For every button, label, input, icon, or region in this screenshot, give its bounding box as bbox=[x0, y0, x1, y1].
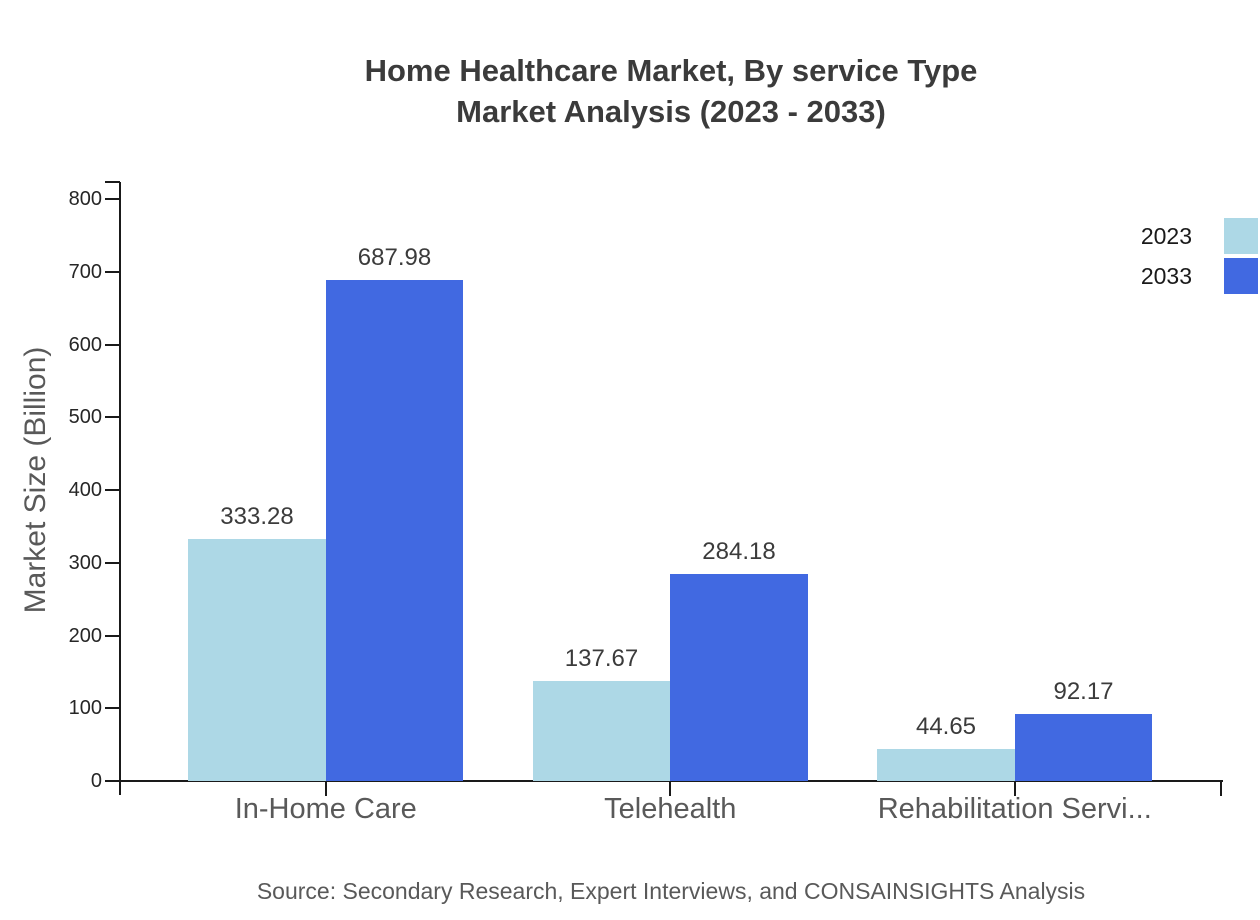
x-category-label: In-Home Care bbox=[234, 793, 417, 825]
y-tick-label: 400 bbox=[68, 479, 102, 501]
source-note: Source: Secondary Research, Expert Inter… bbox=[256, 878, 1086, 904]
bar-2033-Rehabilitation Servi... bbox=[1014, 713, 1153, 781]
bar-value-label: 137.67 bbox=[564, 644, 639, 672]
legend-label: 2023 bbox=[1140, 222, 1192, 249]
y-tick bbox=[105, 489, 120, 491]
y-axis-line bbox=[119, 182, 121, 795]
y-tick-label: 500 bbox=[68, 406, 102, 429]
bar-value-label: 44.65 bbox=[915, 712, 977, 740]
chart-title: Home Healthcare Market, By service Type … bbox=[120, 50, 1222, 132]
x-axis-line bbox=[119, 780, 1223, 782]
y-tick bbox=[105, 780, 120, 782]
bar-value-label: 284.18 bbox=[702, 538, 776, 566]
y-axis-end-tick bbox=[105, 181, 120, 183]
legend-swatch bbox=[1224, 258, 1258, 294]
chart-title-line1: Home Healthcare Market, By service Type bbox=[364, 53, 978, 88]
bar-2023-Rehabilitation Servi... bbox=[877, 748, 1015, 781]
y-tick-label: 700 bbox=[68, 260, 102, 283]
chart-title-line2: Market Analysis (2023 - 2033) bbox=[456, 94, 886, 129]
y-tick bbox=[105, 416, 120, 419]
y-tick-label: 0 bbox=[90, 770, 102, 792]
y-tick-label: 200 bbox=[68, 624, 102, 647]
bar-2023-In-Home Care bbox=[188, 538, 326, 781]
x-tick bbox=[1013, 782, 1016, 796]
legend-swatch bbox=[1224, 218, 1258, 254]
y-tick bbox=[105, 634, 120, 637]
x-tick bbox=[669, 782, 672, 796]
legend-label: 2033 bbox=[1140, 262, 1192, 289]
bar-2033-Telehealth bbox=[670, 574, 808, 781]
x-category-label: Telehealth bbox=[604, 793, 737, 825]
y-tick-label: 300 bbox=[68, 551, 102, 574]
legend: 2023 2033 bbox=[1141, 218, 1258, 298]
y-tick bbox=[105, 343, 120, 346]
bar-value-label: 92.17 bbox=[1053, 677, 1114, 705]
x-tick bbox=[324, 782, 327, 796]
bar-2033-In-Home Care bbox=[325, 280, 464, 781]
y-tick-label: 600 bbox=[68, 333, 102, 356]
bar-value-label: 687.98 bbox=[357, 244, 432, 272]
legend-item: 2033 bbox=[1141, 258, 1258, 294]
y-tick-label: 100 bbox=[68, 697, 102, 720]
y-tick bbox=[105, 561, 120, 564]
y-tick-label: 800 bbox=[68, 188, 102, 210]
y-tick bbox=[105, 707, 120, 710]
x-category-label: Rehabilitation Servi... bbox=[877, 793, 1152, 825]
y-tick bbox=[105, 270, 120, 273]
bar-2023-Telehealth bbox=[532, 680, 671, 781]
legend-item: 2023 bbox=[1141, 218, 1258, 254]
bar-value-label: 333.28 bbox=[220, 502, 294, 530]
x-axis-end-tick bbox=[1220, 782, 1222, 796]
y-tick bbox=[105, 198, 120, 200]
